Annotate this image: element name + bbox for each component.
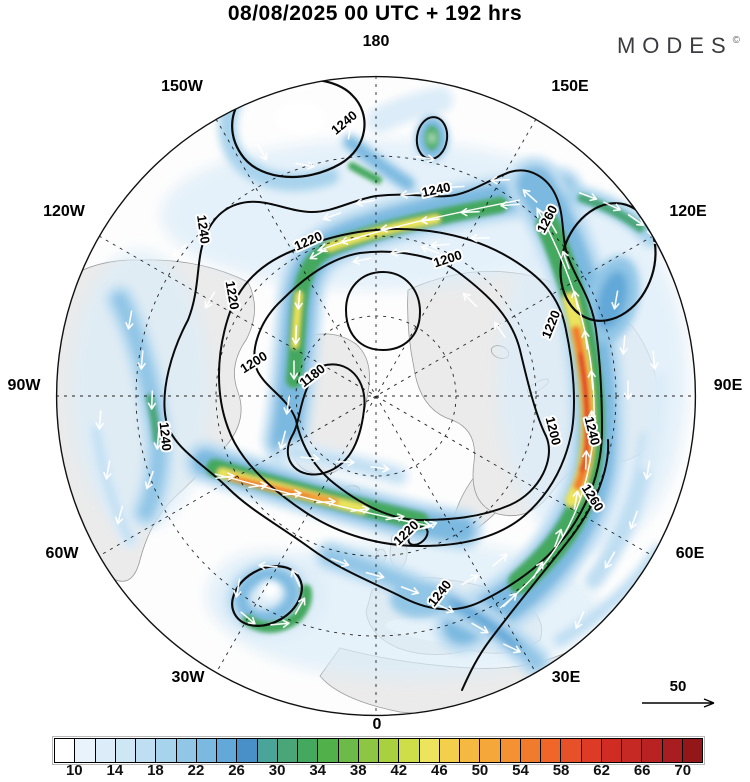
colorbar-tick: 50 [471, 762, 489, 779]
colorbar-cell [256, 738, 278, 763]
colorbar-tick: 62 [593, 762, 610, 779]
colorbar-cell [216, 738, 238, 763]
colorbar-tick: 14 [106, 762, 124, 779]
colorbar-cell [600, 738, 622, 763]
colorbar-cell [297, 738, 319, 763]
colorbar-tick: 66 [633, 762, 651, 779]
colorbar-cell [580, 738, 602, 763]
colorbar-cell [378, 738, 400, 763]
colorbar-cell [418, 738, 440, 763]
colorbar [52, 736, 705, 765]
colorbar-tick: 54 [512, 762, 529, 779]
graticule-layer [56, 76, 696, 716]
colorbar-cell [337, 738, 359, 763]
colorbar-cell [661, 738, 683, 763]
longitude-label: 90E [714, 377, 743, 394]
logo-copyright-mark: © [732, 35, 740, 46]
longitude-label: 60E [676, 545, 705, 562]
colorbar-cell [540, 738, 562, 763]
colorbar-cell [155, 738, 177, 763]
longitude-label: 90W [8, 377, 42, 394]
colorbar-cell [114, 738, 136, 763]
longitude-label: 150E [551, 78, 589, 95]
longitude-label: 30W [172, 669, 206, 686]
colorbar-tick: 38 [349, 762, 367, 779]
colorbar-cell [499, 738, 521, 763]
wind-reference-arrow: 50 [642, 678, 715, 708]
colorbar-cell [560, 738, 582, 763]
longitude-label: 30E [552, 669, 581, 686]
colorbar-cell [641, 738, 663, 763]
colorbar-cell [74, 738, 96, 763]
colorbar-tick: 34 [309, 762, 326, 779]
colorbar-tick: 58 [552, 762, 570, 779]
colorbar-cell [135, 738, 157, 763]
colorbar-cell [459, 738, 481, 763]
colorbar-tick: 42 [390, 762, 408, 779]
colorbar-cell [54, 738, 76, 763]
colorbar-cell [681, 738, 703, 763]
longitude-label: 60W [46, 545, 80, 562]
colorbar-cells [54, 738, 703, 763]
colorbar-cell [94, 738, 116, 763]
colorbar-cell [236, 738, 258, 763]
colorbar-cell [175, 738, 197, 763]
contour-label: 1220 [223, 280, 243, 311]
colorbar-cell [621, 738, 643, 763]
colorbar-cell [317, 738, 339, 763]
longitude-label: 120W [43, 203, 86, 220]
colorbar-tick: 46 [431, 762, 448, 779]
longitude-label: 0 [373, 716, 382, 733]
map-canvas: 180 150W 150E 120W 120E 90W 90E 60W 60E 30W 30E 0 1… [8, 33, 743, 733]
contour-label: 1240 [194, 214, 213, 245]
longitude-label: 150W [161, 78, 204, 95]
contour-layer [163, 77, 657, 691]
wind-reference-value: 50 [670, 678, 687, 695]
map-boundary [55, 75, 697, 717]
colorbar-tick: 26 [228, 762, 245, 779]
longitude-label: 180 [363, 33, 390, 50]
colorbar-cell [398, 738, 420, 763]
colorbar-tick: 30 [268, 762, 286, 779]
colorbar-tick: 18 [147, 762, 164, 779]
longitude-label: 120E [669, 203, 707, 220]
contour-label: 1240 [157, 421, 175, 451]
reference-arrow-icon [642, 698, 715, 708]
page-title: 08/08/2025 00 UTC + 192 hrs [227, 2, 523, 25]
longitude-labels: 180 150W 150E 120W 120E 90W 90E 60W 60E 30W 30E 0 [8, 33, 743, 733]
colorbar-cell [438, 738, 460, 763]
colorbar-cell [195, 738, 217, 763]
colorbar-cell [519, 738, 541, 763]
colorbar-tick: 22 [187, 762, 205, 779]
modes-logo: MODES© [617, 33, 740, 59]
colorbar-cell [479, 738, 501, 763]
colorbar-cell [357, 738, 379, 763]
colorbar-tick: 10 [65, 762, 83, 779]
colorbar-tick: 70 [674, 762, 692, 779]
jet-streamlines [214, 199, 595, 609]
logo-text: MODES [616, 33, 733, 58]
colorbar-cell [276, 738, 298, 763]
